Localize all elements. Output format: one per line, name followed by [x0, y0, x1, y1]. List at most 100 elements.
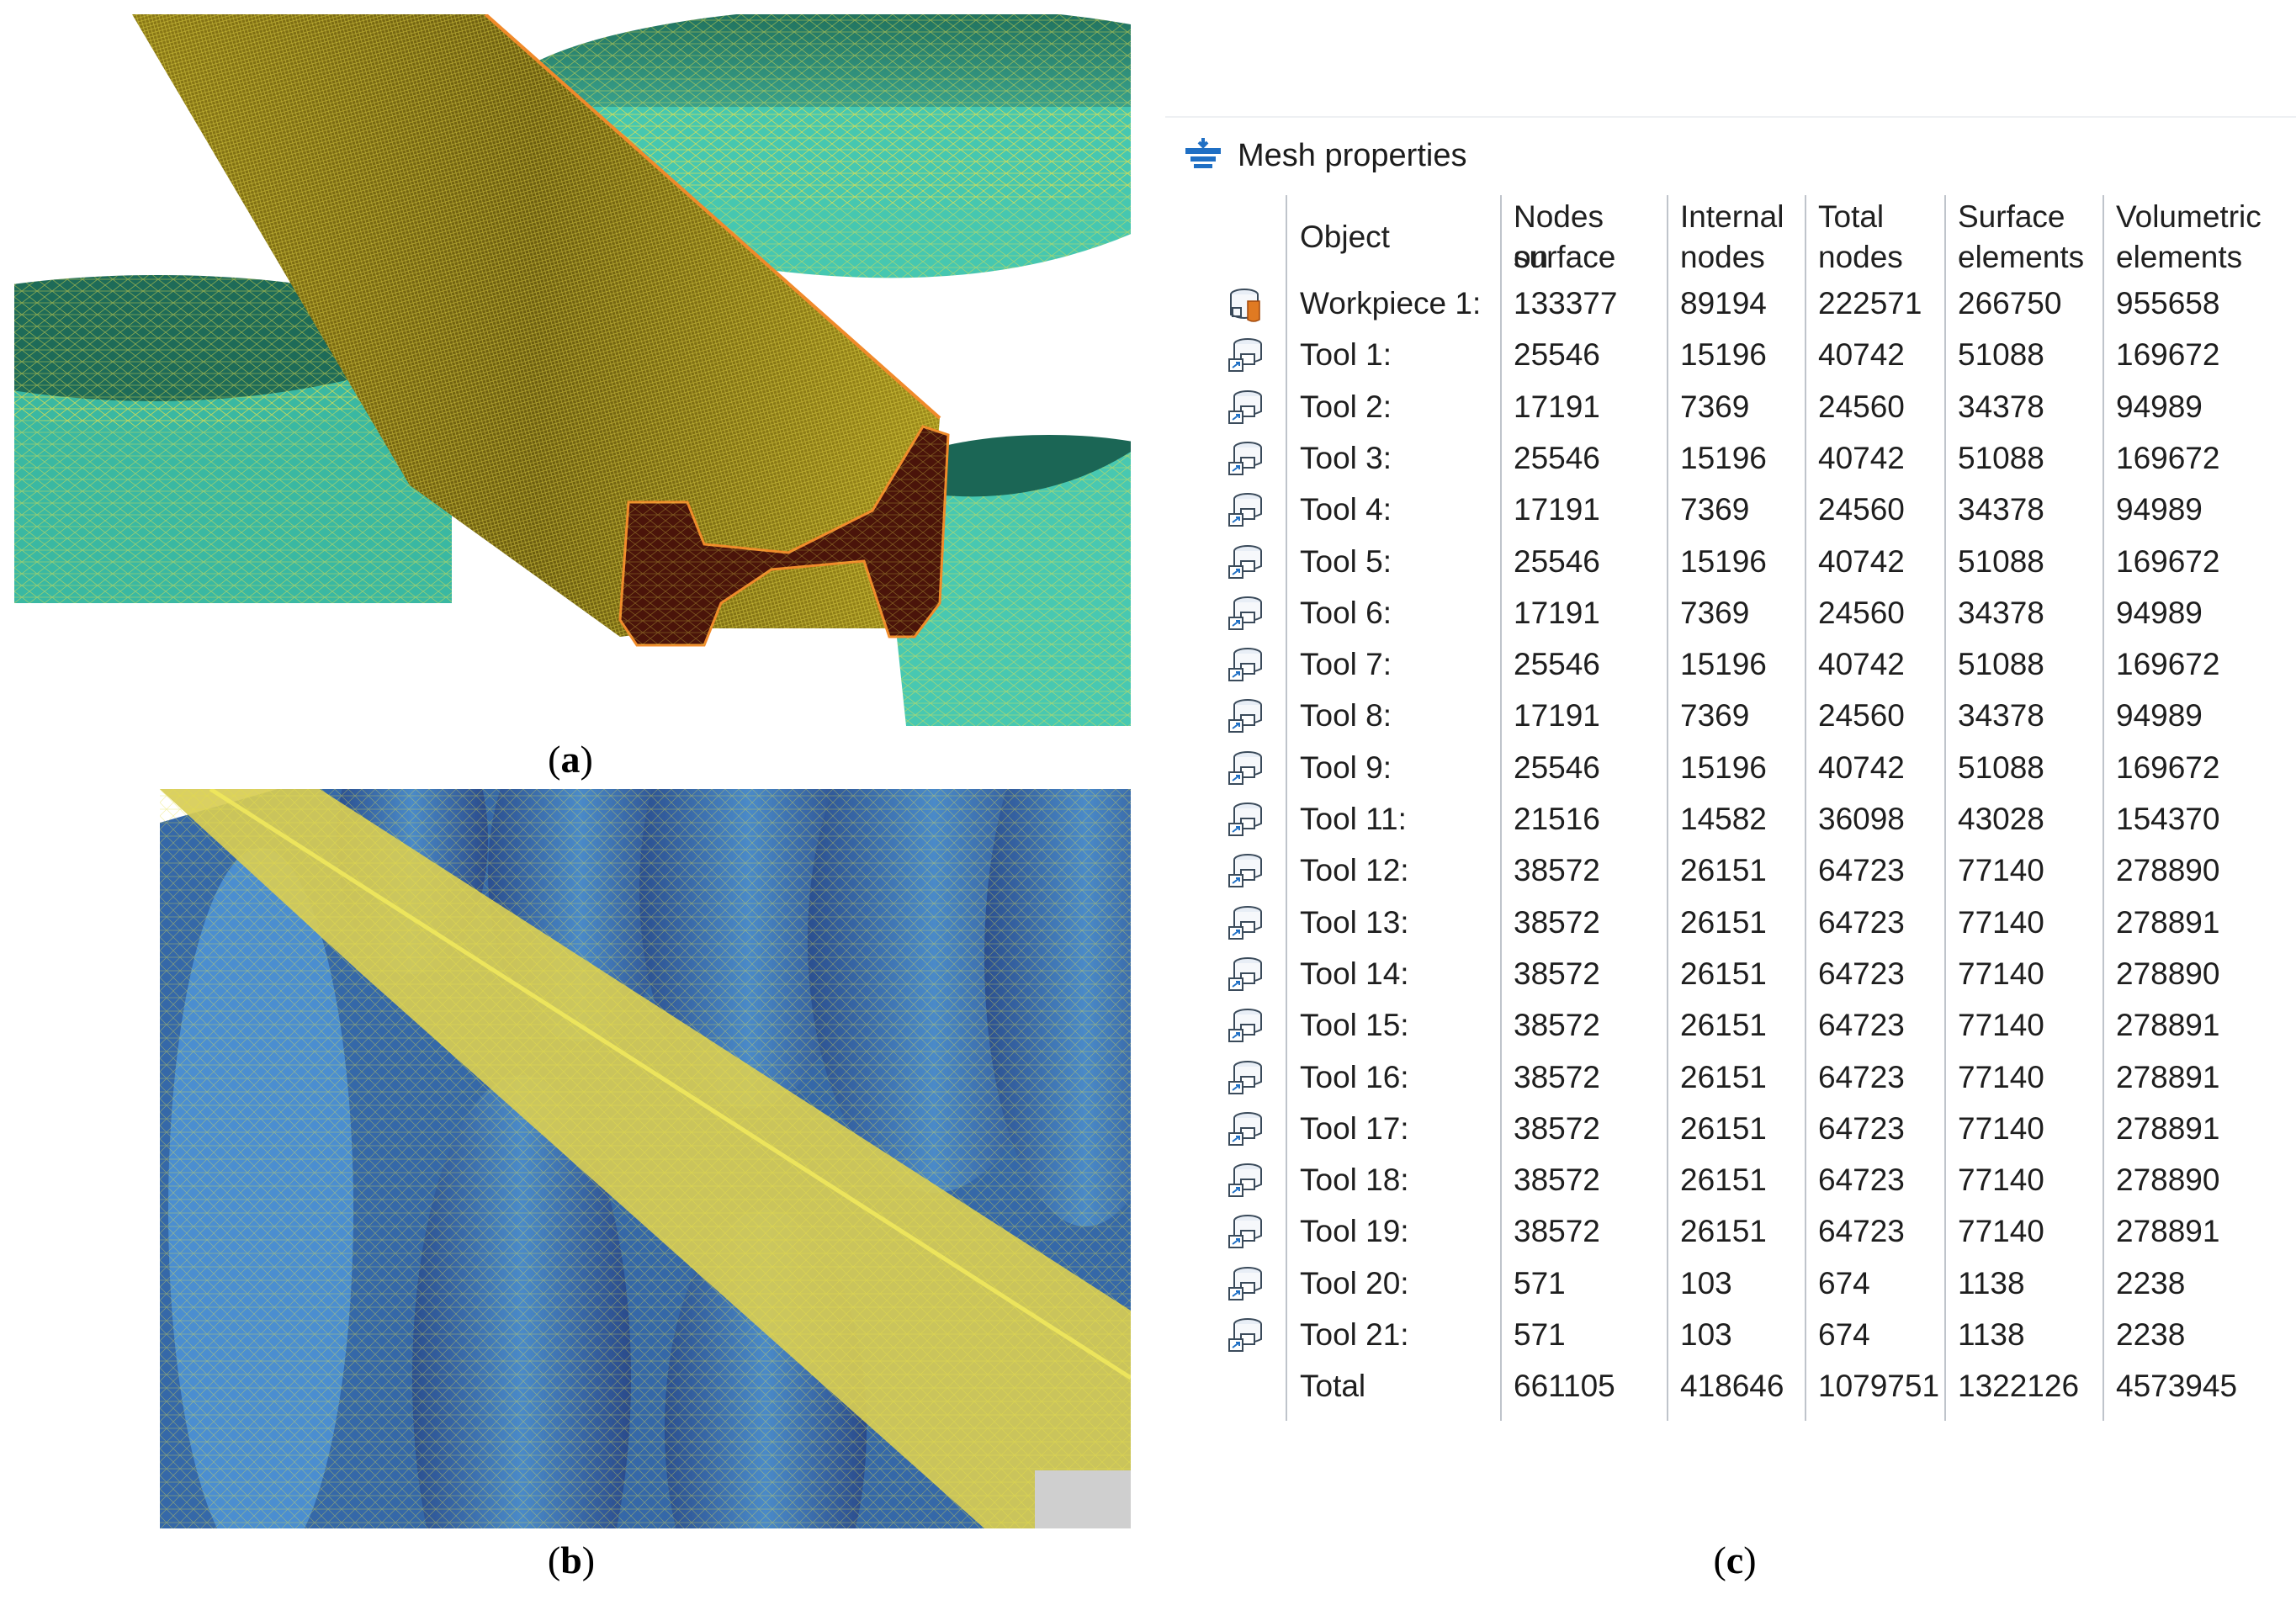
header-surface-elements-2: elements — [1958, 240, 2085, 274]
surface-elements-cell: 34378 — [1958, 595, 2044, 630]
object-cell: Tool 17: — [1300, 1110, 1409, 1146]
object-cell: Tool 11: — [1300, 802, 1407, 836]
surface-elements-cell: 1138 — [1958, 1317, 2025, 1352]
table-row: Tool 5: 25546 15196 40742 51088 169672 — [1165, 536, 2296, 588]
surface-elements-cell: 77140 — [1958, 1214, 2044, 1249]
tool-icon — [1228, 1009, 1262, 1043]
nodes-on-surface-cell: 571 — [1514, 1317, 1566, 1352]
total-nodes-cell: 40742 — [1818, 440, 1905, 475]
nodes-on-surface-cell: 25546 — [1514, 543, 1600, 579]
nodes-on-surface-cell: 25546 — [1514, 337, 1600, 373]
surface-elements-cell: 77140 — [1958, 904, 2044, 940]
column-divider — [1667, 195, 1668, 1421]
tool-icon — [1228, 1266, 1262, 1300]
volumetric-elements-cell: 955658 — [2116, 286, 2220, 320]
surface-elements-cell: 51088 — [1958, 750, 2044, 785]
volumetric-elements-cell: 169672 — [2116, 750, 2220, 785]
table-row: Tool 17: 38572 26151 64723 77140 278891 — [1165, 1103, 2296, 1155]
total-nodes-cell: 674 — [1818, 1265, 1870, 1300]
mesh-properties-window: Mesh properties Object Nodes on surface … — [1165, 116, 2296, 1430]
nodes-on-surface-cell: 25546 — [1514, 647, 1600, 682]
caption-a: (a) — [548, 738, 593, 781]
total-nodes-cell: 40742 — [1818, 750, 1905, 785]
volumetric-elements-cell: 278890 — [2116, 853, 2220, 888]
internal-nodes-cell: 26151 — [1680, 1163, 1767, 1198]
object-cell: Tool 5: — [1300, 543, 1392, 579]
surface-elements-cell: 77140 — [1958, 956, 2044, 991]
mesh-properties-icon — [1185, 138, 1221, 168]
table-row: Tool 18: 38572 26151 64723 77140 278890 — [1165, 1154, 2296, 1206]
table-row: Tool 7: 25546 15196 40742 51088 169672 — [1165, 638, 2296, 691]
header-total-nodes-1: Total — [1818, 199, 1885, 234]
internal-nodes-cell: 15196 — [1680, 543, 1767, 579]
nodes-on-surface-cell: 17191 — [1514, 492, 1600, 527]
internal-nodes-cell: 15196 — [1680, 750, 1767, 785]
internal-nodes-cell: 103 — [1680, 1265, 1732, 1300]
object-cell: Tool 1: — [1300, 337, 1392, 373]
column-divider — [1944, 195, 1946, 1421]
workpiece-icon — [1230, 289, 1260, 322]
nodes-on-surface-cell: 133377 — [1514, 286, 1618, 320]
nodes-on-surface-cell: 38572 — [1514, 956, 1600, 991]
volumetric-elements-cell: 2238 — [2116, 1317, 2186, 1352]
tool-icon — [1228, 493, 1262, 527]
tool-icon — [1228, 905, 1262, 940]
object-cell: Tool 6: — [1300, 595, 1392, 630]
surface-elements-cell: 51088 — [1958, 543, 2044, 579]
mesh-render-b — [160, 789, 1131, 1528]
total-nodes-cell: 40742 — [1818, 647, 1905, 682]
header-nodes-on-surface-1: Nodes on — [1514, 199, 1604, 274]
object-cell: Tool 7: — [1300, 647, 1392, 682]
header-volumetric-elements-1: Volumetric — [2116, 199, 2262, 234]
surface-elements-cell: 77140 — [1958, 1059, 2044, 1094]
tool-icon — [1228, 699, 1262, 734]
volumetric-elements-cell: 278890 — [2116, 1163, 2220, 1198]
object-cell: Tool 13: — [1300, 904, 1409, 940]
internal-nodes-cell: 15196 — [1680, 440, 1767, 475]
total-nodes-cell: 24560 — [1818, 595, 1905, 630]
nodes-on-surface-cell: 38572 — [1514, 1163, 1600, 1198]
nodes-on-surface-cell: 38572 — [1514, 853, 1600, 888]
volumetric-elements-cell: 169672 — [2116, 337, 2220, 373]
volumetric-elements-cell: 94989 — [2116, 595, 2203, 630]
header-volumetric-elements-2: elements — [2116, 240, 2243, 274]
surface-elements-cell: 51088 — [1958, 440, 2044, 475]
total-nodes-cell: 40742 — [1818, 337, 1905, 373]
internal-nodes-cell: 418646 — [1680, 1369, 1784, 1404]
column-divider — [1805, 195, 1806, 1421]
total-nodes-cell: 1079751 — [1818, 1369, 1940, 1404]
total-nodes-cell: 24560 — [1818, 492, 1905, 527]
internal-nodes-cell: 26151 — [1680, 1059, 1767, 1094]
object-cell: Tool 20: — [1300, 1265, 1409, 1300]
table-row: Tool 15: 38572 26151 64723 77140 278891 — [1165, 999, 2296, 1051]
tool-icon — [1228, 1163, 1262, 1198]
object-cell: Tool 8: — [1300, 698, 1392, 734]
internal-nodes-cell: 26151 — [1680, 904, 1767, 940]
total-nodes-cell: 64723 — [1818, 1214, 1905, 1249]
header-surface-elements-1: Surface — [1958, 199, 2065, 234]
table-row: Tool 20: 571 103 674 1138 2238 — [1165, 1258, 2296, 1310]
table-row: Tool 11: 21516 14582 36098 43028 154370 — [1165, 793, 2296, 845]
internal-nodes-cell: 26151 — [1680, 956, 1767, 991]
surface-elements-cell: 51088 — [1958, 337, 2044, 373]
tool-icon — [1228, 1060, 1262, 1094]
tool-icon — [1228, 802, 1262, 836]
internal-nodes-cell: 7369 — [1680, 492, 1750, 527]
total-nodes-cell: 24560 — [1818, 698, 1905, 734]
volumetric-elements-cell: 169672 — [2116, 543, 2220, 579]
table-row: Tool 2: 17191 7369 24560 34378 94989 — [1165, 381, 2296, 433]
volumetric-elements-cell: 278891 — [2116, 1110, 2220, 1146]
surface-elements-cell: 266750 — [1958, 286, 2062, 320]
volumetric-elements-cell: 169672 — [2116, 647, 2220, 682]
object-cell: Workpiece 1: — [1300, 286, 1482, 320]
table-row: Tool 3: 25546 15196 40742 51088 169672 — [1165, 432, 2296, 485]
nodes-on-surface-cell: 17191 — [1514, 389, 1600, 424]
volumetric-elements-cell: 169672 — [2116, 440, 2220, 475]
table-row: Tool 16: 38572 26151 64723 77140 278891 — [1165, 1051, 2296, 1104]
tool-icon — [1228, 854, 1262, 888]
nodes-on-surface-cell: 38572 — [1514, 1110, 1600, 1146]
mesh-render-a — [14, 14, 1131, 726]
total-nodes-cell: 64723 — [1818, 1163, 1905, 1198]
total-nodes-cell: 64723 — [1818, 956, 1905, 991]
tool-icon — [1228, 1215, 1262, 1249]
